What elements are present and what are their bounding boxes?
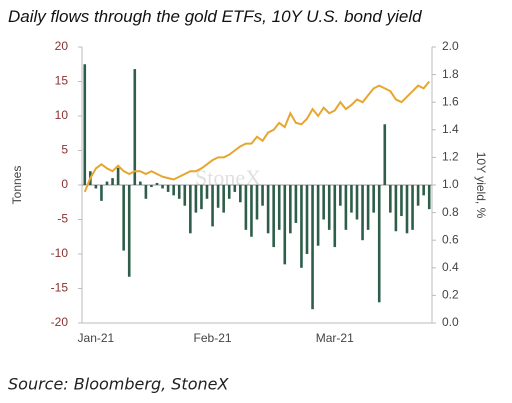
- bar: [339, 185, 342, 206]
- y2-tick-label: 0.4: [442, 260, 459, 274]
- y2-tick-label: 1.6: [442, 94, 459, 108]
- y-tick-label: 15: [55, 74, 69, 88]
- bar: [344, 185, 348, 230]
- y-tick-label: -10: [51, 246, 69, 260]
- bar: [216, 185, 220, 208]
- y-tick-label: -15: [51, 281, 69, 295]
- bar: [205, 185, 209, 199]
- bar: [144, 185, 148, 199]
- bar: [83, 64, 87, 185]
- bar: [416, 185, 420, 206]
- y-tick-label: -5: [57, 212, 68, 226]
- y2-tick-label: 0.6: [442, 232, 459, 246]
- bar: [355, 185, 359, 220]
- bar: [194, 185, 198, 213]
- bar: [316, 185, 320, 246]
- y-tick-label: 20: [55, 39, 69, 53]
- bar: [261, 185, 264, 206]
- y2-tick-label: 1.8: [442, 67, 459, 81]
- y-tick-label: 5: [61, 143, 68, 157]
- x-tick-label: Jan-21: [78, 331, 115, 345]
- bar: [227, 185, 231, 199]
- y-tick-label: 0: [61, 177, 68, 191]
- bar: [427, 185, 431, 210]
- bar: [94, 185, 98, 189]
- y2-tick-label: 0.8: [442, 205, 459, 219]
- bar: [422, 185, 425, 196]
- bar: [233, 185, 237, 192]
- bar: [139, 181, 142, 185]
- bar: [155, 182, 159, 185]
- bar: [172, 185, 175, 196]
- bar: [361, 185, 364, 241]
- bar: [289, 185, 292, 234]
- bar: [272, 185, 275, 248]
- bar: [177, 185, 181, 199]
- y2-tick-label: 1.4: [442, 122, 459, 136]
- bar: [105, 181, 109, 185]
- bar: [266, 185, 270, 234]
- bar: [366, 185, 370, 230]
- y2-tick-label: 0.2: [442, 288, 459, 302]
- bar: [327, 185, 331, 230]
- x-tick-label: Mar-21: [316, 331, 354, 345]
- bar: [322, 185, 325, 220]
- bar: [122, 185, 125, 251]
- bar: [211, 185, 214, 227]
- bar: [189, 185, 192, 234]
- bar: [333, 185, 337, 248]
- bar: [222, 185, 225, 213]
- bar: [150, 185, 153, 188]
- bar: [411, 185, 414, 230]
- bar: [116, 167, 120, 185]
- bar: [239, 185, 242, 203]
- x-tick-label: Feb-21: [194, 331, 232, 345]
- yield-line: [83, 80, 430, 193]
- bar: [372, 185, 375, 213]
- bar: [111, 178, 114, 185]
- bar: [389, 185, 392, 213]
- y2-tick-label: 1.2: [442, 150, 459, 164]
- y-axis-label: Tonnes: [10, 166, 24, 205]
- bar: [283, 185, 287, 265]
- bar: [166, 185, 170, 192]
- bar: [161, 185, 164, 189]
- bar: [405, 185, 409, 234]
- bar: [294, 185, 298, 223]
- bar: [250, 185, 253, 237]
- bar: [200, 185, 203, 210]
- bar: [133, 69, 137, 185]
- source: Source: Bloomberg, StoneX: [8, 375, 229, 394]
- y2-tick-label: 2.0: [442, 39, 459, 53]
- bar: [244, 185, 248, 230]
- bar: [300, 185, 303, 268]
- y2-axis-label: 10Y yield, %: [474, 152, 488, 219]
- y-tick-label: 10: [55, 108, 69, 122]
- bar: [127, 185, 131, 277]
- bar: [305, 185, 309, 254]
- bar: [183, 185, 187, 206]
- bar: [277, 185, 281, 230]
- y2-tick-label: 0.0: [442, 315, 459, 329]
- bar: [377, 185, 381, 303]
- bar: [394, 185, 398, 232]
- bar: [100, 185, 103, 201]
- y-tick-label: -20: [51, 315, 69, 329]
- bar: [255, 185, 259, 220]
- bar: [383, 124, 387, 185]
- y2-tick-label: 1.0: [442, 177, 459, 191]
- bar: [400, 185, 403, 217]
- chart-title: Daily flows through the gold ETFs, 10Y U…: [8, 7, 422, 26]
- bar: [311, 185, 314, 310]
- bar: [350, 185, 353, 213]
